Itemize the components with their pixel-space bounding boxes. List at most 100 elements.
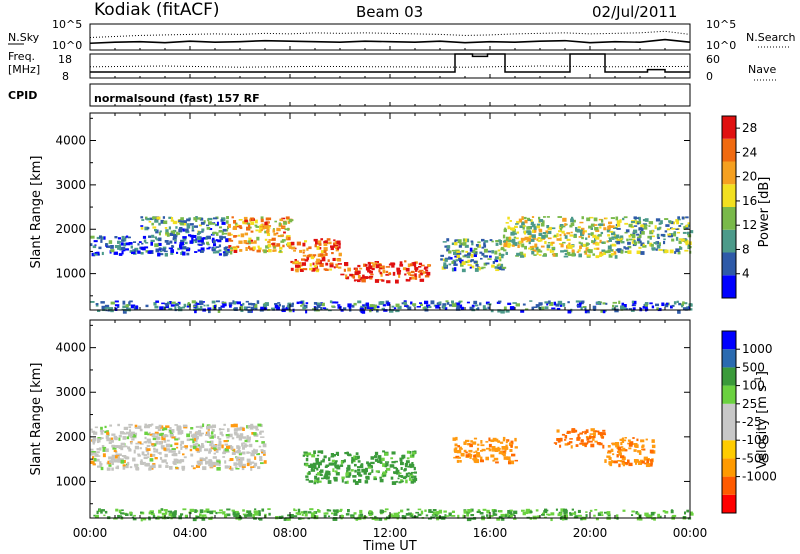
velocity-colorbar-tick-label: -25 xyxy=(742,415,762,429)
velocity-cell xyxy=(165,462,169,465)
power-cell xyxy=(347,303,352,308)
power-ytick-label: 3000 xyxy=(55,178,86,192)
power-cell xyxy=(223,218,226,221)
velocity-cell xyxy=(594,440,598,443)
power-cell xyxy=(260,218,264,223)
power-cell xyxy=(233,246,236,251)
power-cell xyxy=(582,230,585,235)
velocity-cell xyxy=(193,438,196,442)
velocity-cell xyxy=(246,436,251,441)
power-cell xyxy=(272,307,276,311)
velocity-cell xyxy=(149,458,154,462)
velocity-cell xyxy=(219,431,223,435)
power-cell xyxy=(564,252,568,256)
velocity-cell xyxy=(208,425,213,429)
velocity-cell xyxy=(601,436,604,439)
power-cell xyxy=(173,233,178,238)
power-cell xyxy=(571,216,574,220)
power-cell xyxy=(163,220,168,225)
power-cell xyxy=(602,309,606,314)
velocity-cell xyxy=(246,444,249,447)
power-cell xyxy=(604,250,609,254)
velocity-cell xyxy=(113,517,118,520)
velocity-cell xyxy=(315,460,319,465)
velocity-cell xyxy=(317,509,320,513)
power-cell xyxy=(258,247,262,250)
velocity-cell xyxy=(195,435,199,440)
power-cell xyxy=(418,266,422,268)
power-cell xyxy=(532,306,538,309)
velocity-cell xyxy=(175,458,179,463)
velocity-cell xyxy=(508,459,511,462)
power-cell xyxy=(613,227,617,229)
power-cell xyxy=(121,246,126,251)
velocity-cell xyxy=(120,509,124,512)
velocity-colorbar-segment xyxy=(722,422,736,441)
power-cell xyxy=(195,305,199,308)
power-cell xyxy=(636,250,641,255)
power-cell xyxy=(546,248,550,251)
velocity-cell xyxy=(651,444,656,449)
velocity-cell xyxy=(118,445,122,448)
velocity-cell xyxy=(637,461,643,465)
power-cell xyxy=(256,249,261,253)
velocity-cell xyxy=(260,424,263,428)
power-cell xyxy=(675,228,679,231)
velocity-cell xyxy=(102,448,106,452)
velocity-cell xyxy=(511,453,516,457)
velocity-cell xyxy=(463,510,467,514)
power-cell xyxy=(411,276,415,280)
power-cell xyxy=(531,251,535,255)
power-cell xyxy=(279,250,282,253)
power-cell xyxy=(125,304,129,308)
power-cell xyxy=(595,255,600,259)
power-ylabel: Slant Range [km] xyxy=(29,156,44,269)
velocity-cell xyxy=(92,431,98,435)
power-cell xyxy=(414,267,419,271)
velocity-cell xyxy=(494,449,499,453)
velocity-cell xyxy=(213,452,216,455)
power-cell xyxy=(474,267,479,272)
velocity-cell xyxy=(242,446,246,450)
velocity-cell xyxy=(137,453,141,456)
power-cell xyxy=(628,238,633,241)
power-cell xyxy=(509,240,514,242)
velocity-cell xyxy=(492,437,497,442)
power-cell xyxy=(445,300,449,303)
velocity-cell xyxy=(492,512,496,516)
power-cell xyxy=(345,276,350,280)
velocity-cell xyxy=(209,510,214,515)
power-cell xyxy=(572,219,576,223)
velocity-cell xyxy=(125,464,129,469)
power-cell xyxy=(335,248,339,252)
power-cell xyxy=(628,223,633,228)
velocity-cell xyxy=(180,430,184,435)
velocity-cell xyxy=(161,459,165,463)
velocity-cell xyxy=(504,514,507,518)
velocity-cell xyxy=(199,425,203,429)
power-cell xyxy=(101,251,104,256)
velocity-cell xyxy=(566,430,571,434)
power-cell xyxy=(195,306,199,311)
power-cell xyxy=(125,242,131,246)
velocity-cell xyxy=(192,433,197,436)
nave-label: Nave xyxy=(748,63,776,76)
velocity-cell xyxy=(389,464,394,468)
power-cell xyxy=(507,216,510,220)
power-cell xyxy=(543,253,547,256)
velocity-cell xyxy=(169,466,173,470)
velocity-cell xyxy=(585,429,589,433)
power-cell xyxy=(458,245,462,248)
velocity-cell xyxy=(559,444,562,448)
velocity-cell xyxy=(326,509,330,512)
velocity-cell xyxy=(462,514,465,519)
power-cell xyxy=(618,300,621,304)
velocity-cell xyxy=(430,516,435,519)
power-cell xyxy=(602,223,605,227)
power-cell xyxy=(464,244,469,248)
velocity-cell xyxy=(328,515,331,518)
velocity-cell xyxy=(240,426,243,431)
velocity-cell xyxy=(186,433,191,438)
